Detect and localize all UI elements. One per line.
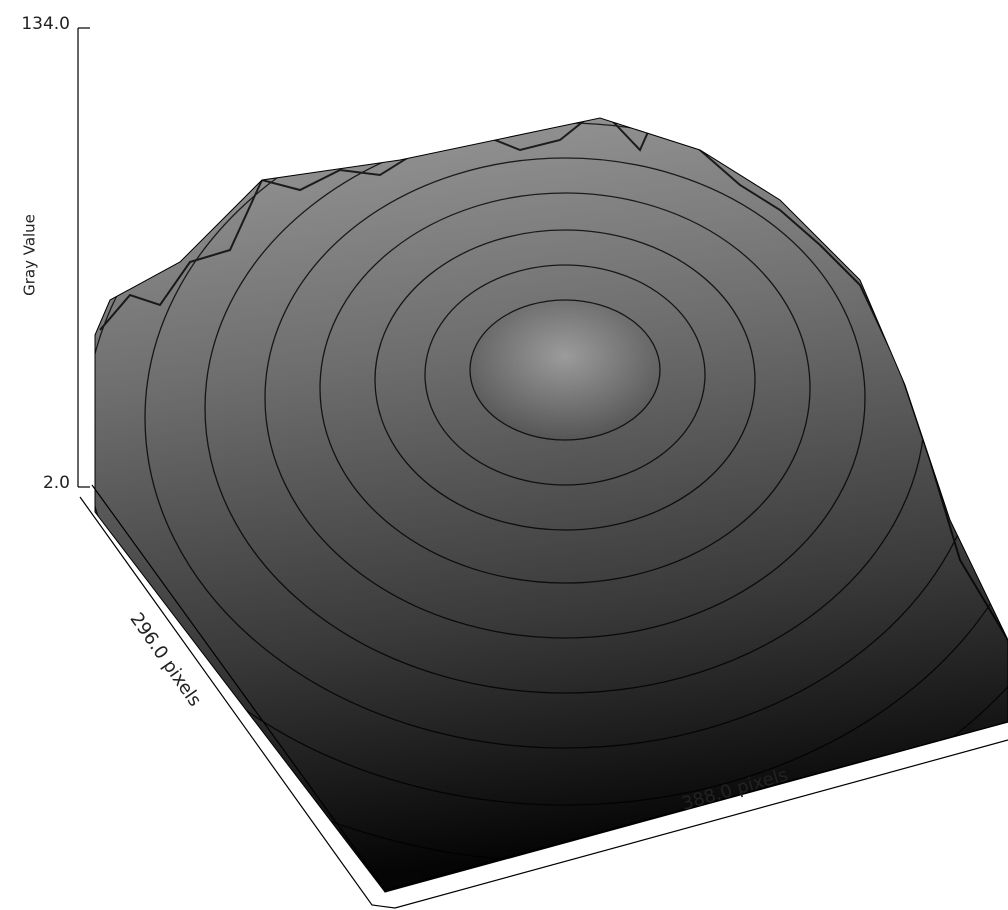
y-axis-label: Gray Value [21, 214, 39, 296]
y-tick-label: 134.0 [21, 14, 70, 34]
chart: Gray Value 296.0 pixels 388.0 pixels 2.0… [0, 0, 1008, 910]
y-tick-label: 2.0 [43, 473, 70, 493]
